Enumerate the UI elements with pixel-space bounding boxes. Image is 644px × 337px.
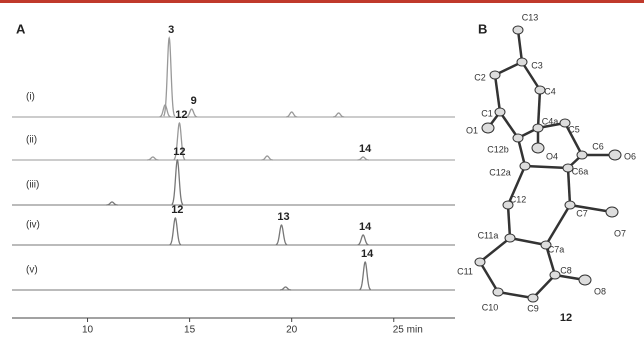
atom-label: O7	[614, 228, 626, 238]
peak-label: 9	[191, 95, 197, 107]
atom	[520, 162, 530, 170]
peak-label: 13	[277, 211, 289, 223]
atom	[475, 258, 485, 266]
top-rule	[0, 0, 644, 3]
peak-label: 3	[168, 24, 174, 36]
bond	[480, 238, 510, 262]
peak-label: 12	[171, 204, 183, 216]
peak	[172, 160, 183, 205]
atom-label: C1	[481, 108, 493, 118]
atom	[495, 108, 505, 116]
peak	[170, 218, 181, 245]
atom	[565, 201, 575, 209]
atom	[550, 271, 560, 279]
atom	[493, 288, 503, 296]
atom-label: C8	[560, 265, 572, 275]
bond	[480, 262, 498, 292]
peak-label: 14	[361, 248, 374, 260]
peak-label: 12	[175, 109, 187, 121]
atom	[579, 275, 591, 285]
peak	[262, 156, 273, 160]
atom-label: O4	[546, 151, 558, 161]
bond	[510, 238, 546, 245]
atom	[609, 150, 621, 160]
atom-label: C12a	[489, 167, 511, 177]
peak-label: 14	[359, 143, 372, 155]
bond	[546, 205, 570, 245]
x-tick-label: 10	[82, 325, 94, 336]
atom-label: C6	[592, 141, 604, 151]
atom-label: C4	[544, 86, 556, 96]
atom	[517, 58, 527, 66]
atom-label: C10	[482, 302, 499, 312]
peak-label: 14	[359, 221, 372, 233]
atom	[482, 123, 494, 133]
peak	[358, 235, 369, 245]
atom-label: O8	[594, 286, 606, 296]
atom-label: C12	[510, 194, 527, 204]
x-tick-label: 15	[184, 325, 196, 336]
x-tick-label: 20	[286, 325, 298, 336]
atom	[505, 234, 515, 242]
atom	[532, 143, 544, 153]
bond	[538, 90, 540, 128]
atom-label: C13	[522, 12, 539, 22]
atom-label: C11a	[478, 230, 499, 240]
peak	[286, 112, 297, 117]
trace-label: (iii)	[26, 180, 39, 191]
panel-label: B	[478, 21, 487, 36]
atom-label: C3	[531, 60, 543, 70]
figure: A B 10 15 20 25 min (i) 3 9 (ii) 12 14 (iii) 12 (iv)…	[0, 0, 644, 337]
atom-label: C12b	[487, 144, 509, 154]
bond	[518, 30, 522, 62]
bond	[495, 75, 500, 112]
peak	[333, 113, 344, 117]
atom-label: C5	[568, 124, 580, 134]
bond	[568, 168, 570, 205]
atom	[490, 71, 500, 79]
atom	[528, 294, 538, 302]
peak	[164, 38, 175, 116]
atom-label: C9	[527, 303, 539, 313]
atom	[513, 134, 523, 142]
atom	[577, 151, 587, 159]
bond	[508, 205, 510, 238]
peak	[360, 262, 371, 290]
atom-label: C11	[457, 266, 473, 276]
trace-label: (iv)	[26, 220, 40, 231]
atom-label: O6	[624, 151, 636, 161]
trace-label: (i)	[26, 92, 35, 103]
peak	[186, 109, 197, 117]
peak	[276, 225, 287, 245]
panel-label: A	[16, 21, 26, 36]
atom-label: C2	[474, 72, 486, 82]
peak-label: 12	[173, 146, 185, 158]
atom	[513, 26, 523, 34]
trace-label: (ii)	[26, 135, 37, 146]
atom-label: C6a	[572, 166, 589, 176]
atom-label: C4a	[542, 116, 559, 126]
trace-label: (v)	[26, 265, 38, 276]
x-tick-label: 25 min	[393, 325, 423, 336]
atom	[606, 207, 618, 217]
compound-label: 12	[560, 312, 572, 324]
atom-label: O1	[466, 125, 478, 135]
atom-label: C7	[576, 208, 588, 218]
bond	[525, 166, 568, 168]
atom-label: C7a	[548, 244, 565, 254]
